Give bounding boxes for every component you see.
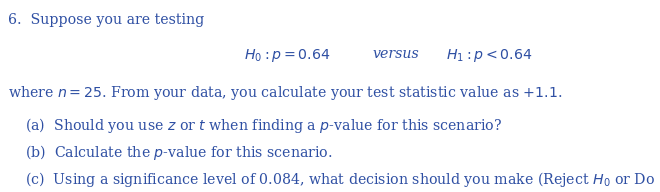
Text: versus: versus [373, 47, 420, 61]
Text: $H_0: p = 0.64$: $H_0: p = 0.64$ [244, 47, 331, 64]
Text: where $n = 25$. From your data, you calculate your test statistic value as $+1.1: where $n = 25$. From your data, you calc… [8, 84, 562, 102]
Text: (a)  Should you use $z$ or $t$ when finding a $p$-value for this scenario?: (a) Should you use $z$ or $t$ when findi… [25, 116, 502, 135]
Text: (b)  Calculate the $p$-value for this scenario.: (b) Calculate the $p$-value for this sce… [25, 143, 333, 162]
Text: (c)  Using a significance level of 0.084, what decision should you make (Reject : (c) Using a significance level of 0.084,… [25, 170, 655, 189]
Text: 6.  Suppose you are testing: 6. Suppose you are testing [8, 13, 204, 27]
Text: $H_1: p < 0.64$: $H_1: p < 0.64$ [446, 47, 532, 64]
